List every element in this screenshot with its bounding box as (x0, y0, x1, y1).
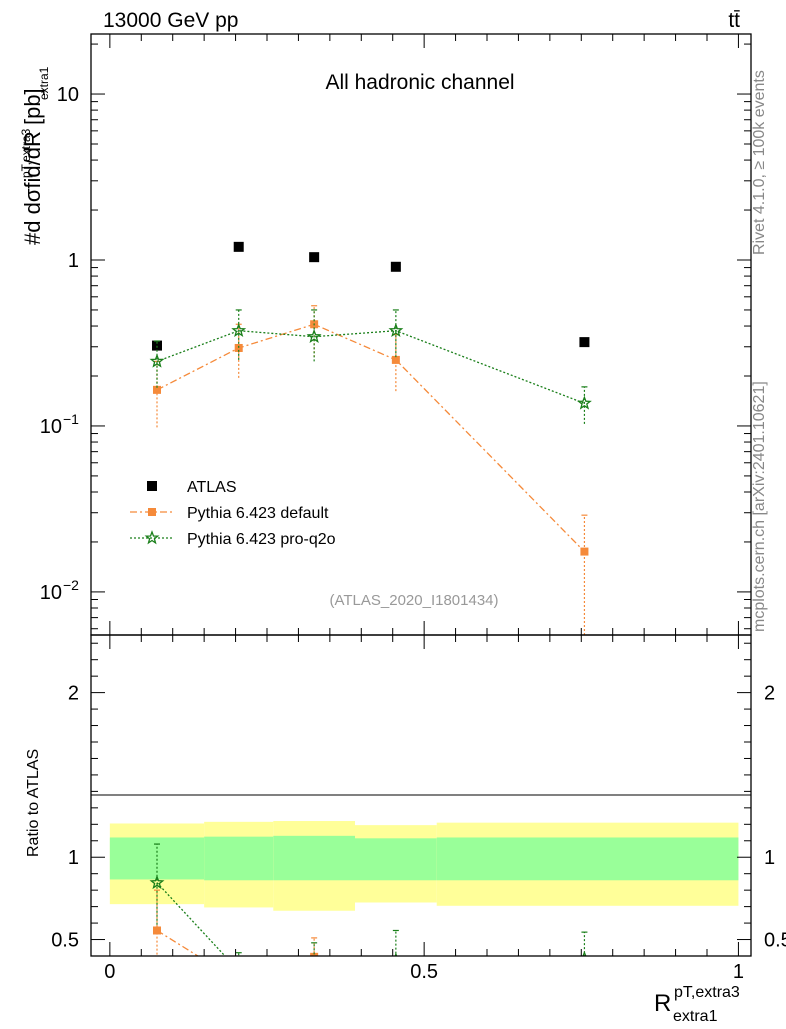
x-axis-label-main: R (654, 990, 671, 1017)
ratio-axis-ticks: 0.5 0.5 1 1 2 2 0 0.5 1 (51, 635, 786, 983)
main-y-tick-label: 10 (57, 84, 79, 106)
ratio-point-proq2o (149, 874, 165, 890)
legend-label-proq2o: Pythia 6.423 pro-q2o (187, 531, 336, 548)
main-line-proq2o (156, 330, 585, 404)
main-point-proq2o (231, 322, 247, 337)
analysis-id-label: (ATLAS_2020_I1801434) (329, 592, 498, 609)
x-tick-label: 0 (104, 961, 115, 983)
main-point-default (391, 355, 400, 364)
ratio-point-default (153, 926, 161, 935)
rivet-version-label: Rivet 4.1.0, ≥ 100k events (751, 70, 768, 255)
process-label: tt̄ (728, 9, 740, 32)
main-y-tick-label-exp: −1 (63, 411, 79, 427)
legend-marker-proq2o (144, 530, 160, 545)
ratio-y-tick-label-right: 1 (764, 847, 775, 869)
main-point-atlas (390, 261, 401, 272)
ratio-point-default (580, 1009, 588, 1017)
main-point-proq2o (576, 395, 592, 410)
legend-marker-default (148, 508, 156, 516)
ratio-band-inner (436, 837, 739, 881)
ratio-series-layer (149, 843, 592, 1017)
main-point-proq2o (306, 328, 322, 343)
ratio-y-axis-label: Ratio to ATLAS (25, 749, 42, 857)
x-tick-label: 1 (733, 961, 744, 983)
main-point-atlas (152, 340, 162, 351)
mcplots-label: mcplots.cern.ch [arXiv:2401.10621] (751, 381, 768, 632)
main-point-default (580, 547, 589, 556)
x-axis-label-sup: pT,extra3 (674, 984, 740, 1001)
main-point-default (234, 343, 243, 352)
main-y-tick-label: 10 (40, 582, 62, 604)
main-point-default (153, 385, 161, 394)
ratio-band-inner (355, 838, 437, 881)
ratio-point-proq2o (233, 965, 244, 976)
ratio-y-tick-label: 0.5 (51, 930, 79, 952)
y-axis-label-sub-den: extra1 (37, 66, 51, 100)
chart-title: All hadronic channel (325, 71, 514, 94)
main-y-tick-label: 10 (40, 416, 62, 438)
x-axis-label-sub: extra1 (673, 1008, 718, 1024)
main-point-atlas (579, 337, 590, 348)
main-y-tick-label: 1 (68, 250, 79, 272)
ratio-uncertainty-band (109, 821, 739, 911)
y-axis-label-text: #d dσfid/dR [pb] (20, 88, 45, 245)
legend-marker-atlas (147, 481, 157, 491)
ratio-band-inner (273, 835, 355, 881)
main-point-atlas (233, 241, 244, 252)
ratio-point-proq2o (308, 962, 319, 973)
ratio-y-tick-label: 1 (68, 847, 79, 869)
ratio-y-tick-label-right: 0.5 (764, 930, 786, 952)
main-y-tick-label-exp: −2 (63, 577, 79, 593)
energy-label: 13000 GeV pp (103, 9, 238, 32)
y-axis-label-sub-num: pT,extra3 (19, 128, 33, 178)
ratio-line-proq2o (156, 882, 226, 956)
x-axis-label: R pT,extra3 extra1 (654, 984, 740, 1025)
ratio-point-default (235, 978, 243, 986)
main-point-proq2o (149, 353, 165, 368)
x-tick-label: 0.5 (410, 961, 438, 983)
main-point-proq2o (388, 322, 404, 337)
ratio-y-tick-label-right: 2 (764, 683, 775, 705)
legend-label-default: Pythia 6.423 default (187, 505, 329, 522)
ratio-line-default (156, 929, 200, 956)
legend-label-atlas: ATLAS (187, 479, 237, 496)
ratio-band-inner (204, 836, 274, 881)
ratio-panel-frame (90, 634, 752, 957)
ratio-point-default (392, 973, 400, 981)
ratio-y-tick-label: 2 (68, 683, 79, 705)
y-axis-label: #d dσfid/dR [pb] pT,extra3 extra1 (19, 66, 51, 245)
legend: ATLAS Pythia 6.423 default Pythia 6.423 … (130, 479, 336, 548)
main-series-layer (149, 241, 592, 635)
ratio-point-default (310, 952, 319, 956)
main-point-atlas (309, 252, 320, 263)
ratio-point-proq2o (577, 950, 592, 956)
